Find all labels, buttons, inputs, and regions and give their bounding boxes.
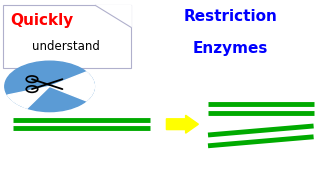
Text: Restriction: Restriction [183,9,277,24]
Wedge shape [7,86,50,108]
FancyArrow shape [166,115,198,133]
Circle shape [5,61,94,112]
Text: Quickly: Quickly [10,13,73,28]
Polygon shape [95,5,131,28]
FancyBboxPatch shape [3,5,131,68]
Wedge shape [50,72,94,101]
Text: understand: understand [32,40,100,53]
Text: Enzymes: Enzymes [193,41,268,56]
